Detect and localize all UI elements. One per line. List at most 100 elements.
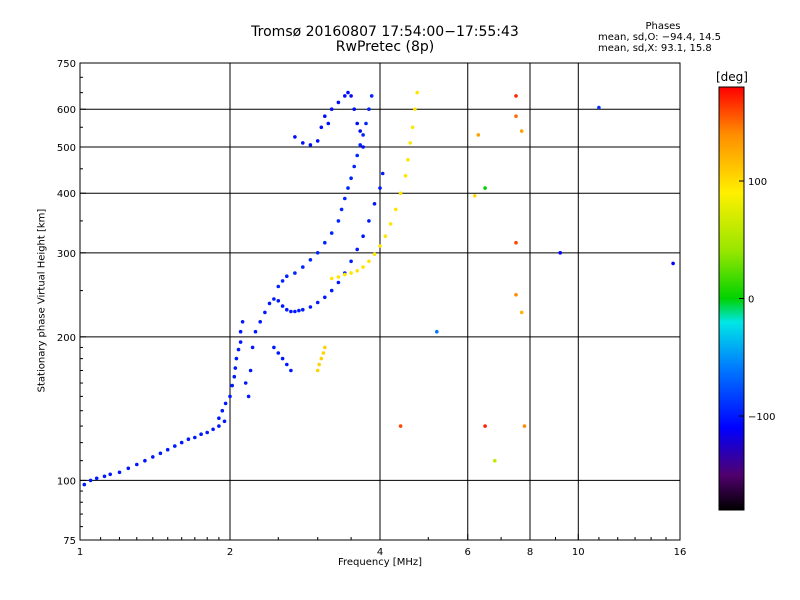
colorbar-tick-label: 0 [748,295,754,306]
data-point [293,271,297,275]
data-point [319,356,324,361]
data-point [293,309,297,314]
data-point [165,447,170,452]
data-point [388,222,393,226]
data-point [367,219,371,223]
data-point [222,419,227,424]
data-point [435,329,439,334]
data-point [301,307,305,312]
data-point [380,171,385,176]
data-point [326,121,331,126]
data-point [323,240,327,245]
colorbar-label: [deg] [716,70,748,84]
data-point [352,164,357,169]
data-point [301,265,305,269]
data-point [126,466,131,471]
title-line-1: Tromsø 20160807 17:54:00−17:55:43 [251,24,519,40]
colorbar: 100 0 −100 [718,86,775,511]
data-point [289,368,293,373]
data-point [179,440,184,445]
chart-title: Tromsø 20160807 17:54:00−17:55:43 RwPret… [250,25,520,55]
data-point [248,368,253,373]
data-point [406,158,410,162]
y-tick-label: 300 [57,249,76,260]
data-point [323,114,327,118]
data-point [228,394,232,399]
data-point [108,472,112,477]
data-point [253,329,258,334]
data-point [315,300,320,305]
data-point [355,121,360,126]
data-point [408,141,413,145]
data-point [355,247,360,252]
phases-legend: Phases mean, sd,O: −94.4, 14.5 mean, sd,… [598,21,721,54]
y-tick-label: 750 [57,59,76,70]
x-tick-label: 6 [465,547,471,558]
data-point [339,207,344,212]
y-tick-label: 500 [57,143,76,154]
data-point [293,135,297,139]
y-axis-label: Stationary phase Virtual Height [km] [36,208,48,393]
data-point [217,424,221,428]
data-point [476,133,481,137]
data-point [349,259,353,264]
data-point [223,401,228,406]
data-point [258,320,263,324]
data-point [308,305,313,309]
data-point [671,261,675,266]
data-point [319,125,324,130]
data-point [280,304,285,308]
data-point [158,451,163,456]
data-point [415,90,420,95]
data-point [343,94,347,98]
data-point [343,196,347,201]
grid-lines [80,63,680,540]
data-point [514,94,518,98]
data-point [301,141,305,145]
data-point [336,280,341,285]
phases-o-row: mean, sd,O: −94.4, 14.5 [598,32,721,43]
data-point [349,176,353,180]
data-point [519,310,524,315]
data-point [361,145,365,149]
data-point [280,356,285,361]
data-point [367,107,371,111]
axes: 1 2 4 6 8 10 16 75 100 200 300 400 500 600 750 [57,59,686,558]
data-point [329,107,334,111]
data-point [514,293,518,297]
y-tick-label: 75 [63,536,76,547]
data-point [308,143,313,147]
data-point [217,416,221,421]
data-point [364,121,368,126]
data-point [349,94,353,98]
data-point [346,90,350,95]
data-point [352,107,357,111]
data-point [186,437,191,442]
data-point [519,129,524,133]
data-point [297,308,301,313]
data-point [349,271,353,275]
title-line-2: RwPretec (8p) [335,39,435,55]
data-point [473,194,477,198]
data-point [317,362,322,367]
x-tick-label: 1 [77,547,83,558]
data-point [367,259,371,264]
data-point [263,310,267,315]
x-tick-label: 10 [572,547,585,558]
data-point [329,231,334,235]
data-point [246,394,251,399]
data-point [234,356,239,361]
data-point [372,202,377,206]
data-point [410,125,415,130]
y-tick-label: 200 [57,333,76,344]
data-point [267,301,272,306]
y-tick-label: 600 [57,105,76,116]
phases-o-values: −94.4, 14.5 [661,32,721,43]
data-point [323,345,327,350]
data-point [358,129,363,133]
data-point [102,474,107,479]
data-point [398,191,403,195]
data-point [233,366,238,370]
x-tick-label: 4 [377,547,383,558]
